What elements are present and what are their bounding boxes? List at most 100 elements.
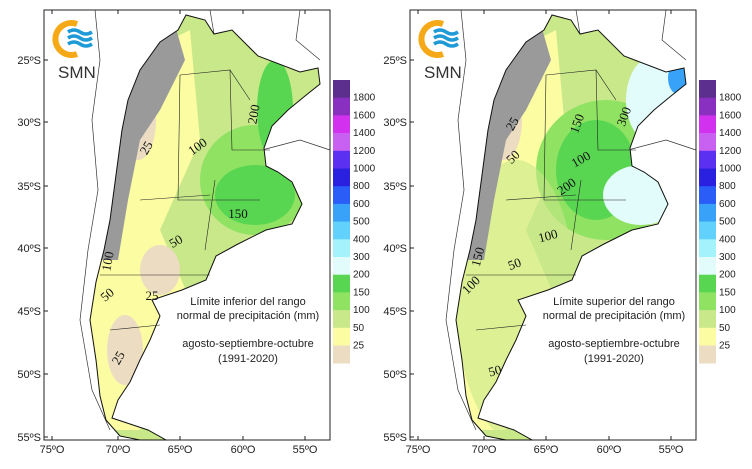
legend-label: 300 [353,252,370,263]
legend-swatch [333,133,350,152]
legend-swatch [699,133,716,152]
contour-label: 25 [146,288,159,303]
legend-swatch [333,327,350,346]
logo-waves-icon [433,34,459,42]
caption-caption-line1: Límite superior del rango [553,296,675,308]
legend-label: 500 [353,217,370,228]
caption-caption-line2: normal de precipitación (mm) [177,310,319,322]
legend-swatch [699,327,716,346]
andes-terrain [466,25,551,260]
contour-label: 50 [166,231,185,250]
lat-tick-label: 30ºS [17,117,41,129]
lat-tick-label: 45ºS [17,306,41,318]
legend-swatch [333,115,350,134]
legend-swatch [333,221,350,240]
logo-ring-icon [418,20,445,58]
lat-tick-label: 40ºS [17,243,41,255]
legend-swatch [699,257,716,275]
contour-label: 50 [487,362,503,380]
lat-tick-label: 40ºS [383,243,407,255]
legend-swatch [333,80,350,98]
contour-label: 200 [244,103,262,125]
legend-swatch [333,97,350,116]
logo-text: SMN [424,63,462,82]
legend-label: 150 [719,287,736,298]
lat-tick-label: 55ºS [383,432,407,444]
lon-tick-label: 55ºO [659,444,684,456]
legend-label: 800 [353,181,370,192]
legend-label: 500 [719,217,736,228]
legend-swatch [333,310,350,329]
lon-tick-label: 55ºO [293,444,318,456]
contour-label: 25 [136,138,155,157]
legend-swatch [699,310,716,329]
contour-label: 300 [613,105,634,128]
lat-tick-label: 30ºS [383,117,407,129]
logo-waves-icon [67,28,93,36]
legend-label: 400 [719,234,736,245]
lon-tick-label: 65ºO [534,444,559,456]
lat-tick-label: 50ºS [17,369,41,381]
legend-swatch [333,345,350,364]
legend-swatch [333,186,350,205]
contour-label: 150 [566,112,587,135]
andes-terrain [100,25,185,260]
legend-swatch [699,239,716,258]
lon-tick-label: 75ºO [406,444,431,456]
logo-waves-icon [433,28,459,36]
logo-ring-icon [52,20,79,58]
logo-text: SMN [58,63,96,82]
lon-tick-label: 65ºO [168,444,193,456]
contour-label: 25 [108,348,127,367]
legend-swatch [333,292,350,311]
legend-swatch [699,186,716,205]
province-borders [100,69,270,331]
legend-label: 600 [353,199,370,210]
legend-swatch [699,97,716,116]
legend-swatch [699,292,716,311]
legend-label: 600 [719,199,736,210]
lon-tick-label: 60ºO [231,444,256,456]
legend-swatch [699,274,716,293]
map-panel-lower-limit: 200 25 100 150 50 100 50 25 25 25ºS 30ºS 35ºS 40ºS 45… [17,9,376,456]
contour-label: 150 [468,245,488,268]
legend-swatch [333,150,350,169]
legend-label: 1400 [353,128,376,139]
legend-label: 1200 [719,146,742,157]
legend-label: 100 [353,305,370,316]
legend-swatch [699,203,716,222]
legend-swatch [333,274,350,293]
caption-caption-line2: normal de precipitación (mm) [543,310,685,322]
caption-caption-line1: Límite inferior del rango [190,296,306,308]
neighbor-borders [445,9,697,431]
legend-label: 1400 [719,128,742,139]
legend-swatch [333,239,350,258]
legend-label: 50 [353,323,365,334]
neighbor-borders [79,9,331,431]
legend-swatch [333,257,350,275]
lon-tick-label: 75ºO [40,444,65,456]
lat-tick-label: 45ºS [383,306,407,318]
caption-years: (1991-2020) [584,353,644,365]
lat-tick-label: 25ºS [17,55,41,67]
lon-tick-label: 60ºO [597,444,622,456]
legend-swatch [699,221,716,240]
legend-label: 1800 [353,93,376,104]
legend-label: 50 [719,323,731,334]
lat-tick-label: 50ºS [383,369,407,381]
legend-label: 100 [719,305,736,316]
lat-tick-label: 25ºS [383,55,407,67]
legend-label: 200 [719,270,736,281]
legend-swatch [333,203,350,222]
legend-label: 1000 [719,164,742,175]
logo-waves-icon [433,40,459,48]
province-borders [466,69,636,331]
caption-period: agosto-septiembre-octubre [182,338,313,350]
legend-label: 1200 [353,146,376,157]
logo-waves-icon [67,40,93,48]
contour-label: 100 [536,226,559,246]
legend-label: 1600 [353,110,376,121]
contour-label: 100 [98,250,116,272]
